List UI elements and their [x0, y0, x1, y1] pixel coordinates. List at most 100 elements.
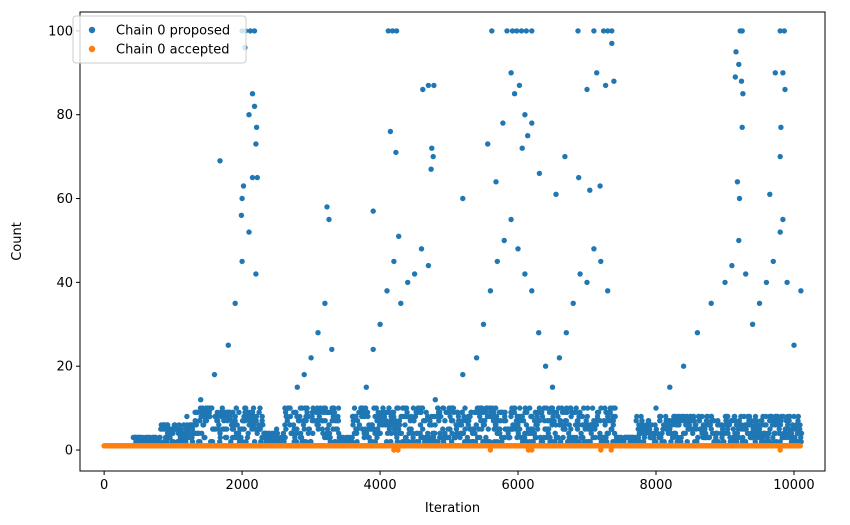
proposed-band-point-934 [517, 426, 523, 432]
proposed-point-24 [609, 40, 615, 47]
proposed-band-point-1071 [573, 434, 579, 441]
proposed-band-point-255 [236, 409, 242, 415]
proposed-band-point-1539 [767, 418, 773, 424]
proposed-point-129 [542, 363, 549, 369]
proposed-band-point-1398 [708, 426, 714, 432]
proposed-band-point-245 [230, 426, 237, 432]
accepted-point-849 [777, 447, 783, 453]
proposed-band-point-1262 [652, 422, 658, 428]
proposed-band-point-1246 [645, 418, 652, 424]
proposed-band-point-211 [217, 434, 223, 441]
proposed-band-point-537 [353, 413, 359, 420]
proposed-band-point-588 [373, 405, 379, 411]
proposed-band-point-1442 [726, 422, 732, 428]
proposed-point-89 [211, 371, 218, 378]
proposed-point-25 [736, 61, 742, 68]
proposed-band-point-698 [418, 409, 424, 415]
proposed-point-13 [529, 28, 535, 34]
y-tick-label-1: 20 [56, 360, 73, 375]
proposed-band-point-416 [301, 426, 307, 432]
proposed-band-point-1439 [725, 430, 731, 436]
proposed-band-point-1021 [552, 430, 558, 436]
proposed-point-32 [425, 82, 432, 89]
proposed-point-29 [246, 112, 252, 118]
proposed-point-28 [251, 103, 258, 110]
proposed-band-point-1090 [581, 405, 587, 411]
proposed-band-point-930 [515, 430, 521, 436]
proposed-point-64 [536, 170, 543, 177]
proposed-point-156 [784, 279, 790, 286]
proposed-band-point-1531 [763, 413, 769, 420]
proposed-band-point-1047 [564, 409, 570, 415]
proposed-band-point-1407 [713, 434, 719, 441]
proposed-band-point-675 [409, 430, 416, 436]
proposed-band-point-1513 [756, 426, 763, 432]
proposed-band-point-558 [361, 434, 367, 441]
proposed-band-point-112 [176, 422, 182, 428]
proposed-band-point-1148 [605, 413, 611, 420]
proposed-band-point-928 [514, 434, 520, 441]
proposed-band-point-167 [199, 430, 205, 436]
proposed-band-point-1052 [565, 439, 571, 445]
proposed-band-point-1378 [700, 422, 706, 428]
proposed-band-point-712 [424, 413, 431, 420]
proposed-band-point-923 [512, 405, 518, 411]
proposed-point-95 [260, 422, 266, 428]
proposed-point-34 [420, 86, 426, 93]
proposed-band-point-273 [243, 405, 249, 411]
proposed-band-point-683 [412, 413, 419, 420]
proposed-band-point-858 [485, 426, 491, 432]
proposed-band-point-876 [493, 405, 499, 411]
proposed-band-point-1265 [653, 439, 659, 445]
proposed-band-point-965 [529, 413, 535, 420]
proposed-band-point-718 [427, 418, 433, 424]
proposed-band-point-274 [243, 439, 249, 445]
legend-label-accepted: Chain 0 accepted [116, 43, 230, 58]
x-tick-label-0: 0 [100, 478, 108, 493]
proposed-band-point-1228 [638, 413, 644, 420]
proposed-point-139 [611, 430, 618, 436]
proposed-band-point-755 [442, 430, 448, 436]
proposed-band-point-1019 [551, 418, 557, 424]
proposed-band-point-932 [515, 422, 521, 428]
proposed-band-point-648 [398, 430, 405, 436]
proposed-band-point-417 [303, 439, 309, 445]
proposed-band-point-1552 [772, 430, 778, 436]
proposed-band-point-311 [258, 439, 264, 445]
proposed-point-49 [780, 70, 786, 76]
proposed-point-118 [460, 371, 466, 378]
proposed-band-point-404 [297, 418, 303, 424]
proposed-point-16 [600, 28, 607, 34]
proposed-band-point-1057 [568, 405, 574, 411]
proposed-band-point-635 [392, 418, 398, 424]
proposed-point-2 [247, 28, 254, 34]
proposed-point-94 [253, 271, 259, 277]
proposed-band-point-1008 [547, 418, 553, 424]
proposed-point-74 [778, 124, 784, 130]
proposed-point-12 [523, 28, 529, 34]
proposed-band-point-769 [448, 439, 455, 445]
proposed-band-point-1414 [715, 439, 721, 445]
proposed-point-92 [239, 258, 245, 265]
proposed-band-point-1129 [597, 418, 603, 424]
proposed-band-point-225 [224, 434, 230, 441]
proposed-point-142 [653, 405, 659, 411]
proposed-point-107 [370, 346, 376, 353]
accepted-point-843 [395, 447, 401, 453]
proposed-band-point-661 [403, 434, 409, 441]
proposed-band-point-1411 [713, 430, 720, 436]
proposed-point-102 [322, 300, 328, 306]
proposed-band-point-1504 [752, 439, 758, 445]
proposed-band-point-1285 [661, 439, 667, 445]
proposed-band-point-746 [438, 413, 444, 420]
proposed-point-143 [667, 384, 673, 390]
proposed-point-57 [393, 149, 399, 156]
proposed-point-146 [708, 300, 714, 306]
proposed-band-point-579 [369, 422, 375, 428]
proposed-band-point-766 [447, 413, 453, 420]
proposed-band-point-326 [264, 439, 270, 445]
proposed-band-point-599 [377, 430, 383, 436]
proposed-band-point-408 [298, 434, 305, 441]
proposed-band-point-566 [363, 430, 370, 436]
proposed-band-point-739 [436, 418, 442, 424]
